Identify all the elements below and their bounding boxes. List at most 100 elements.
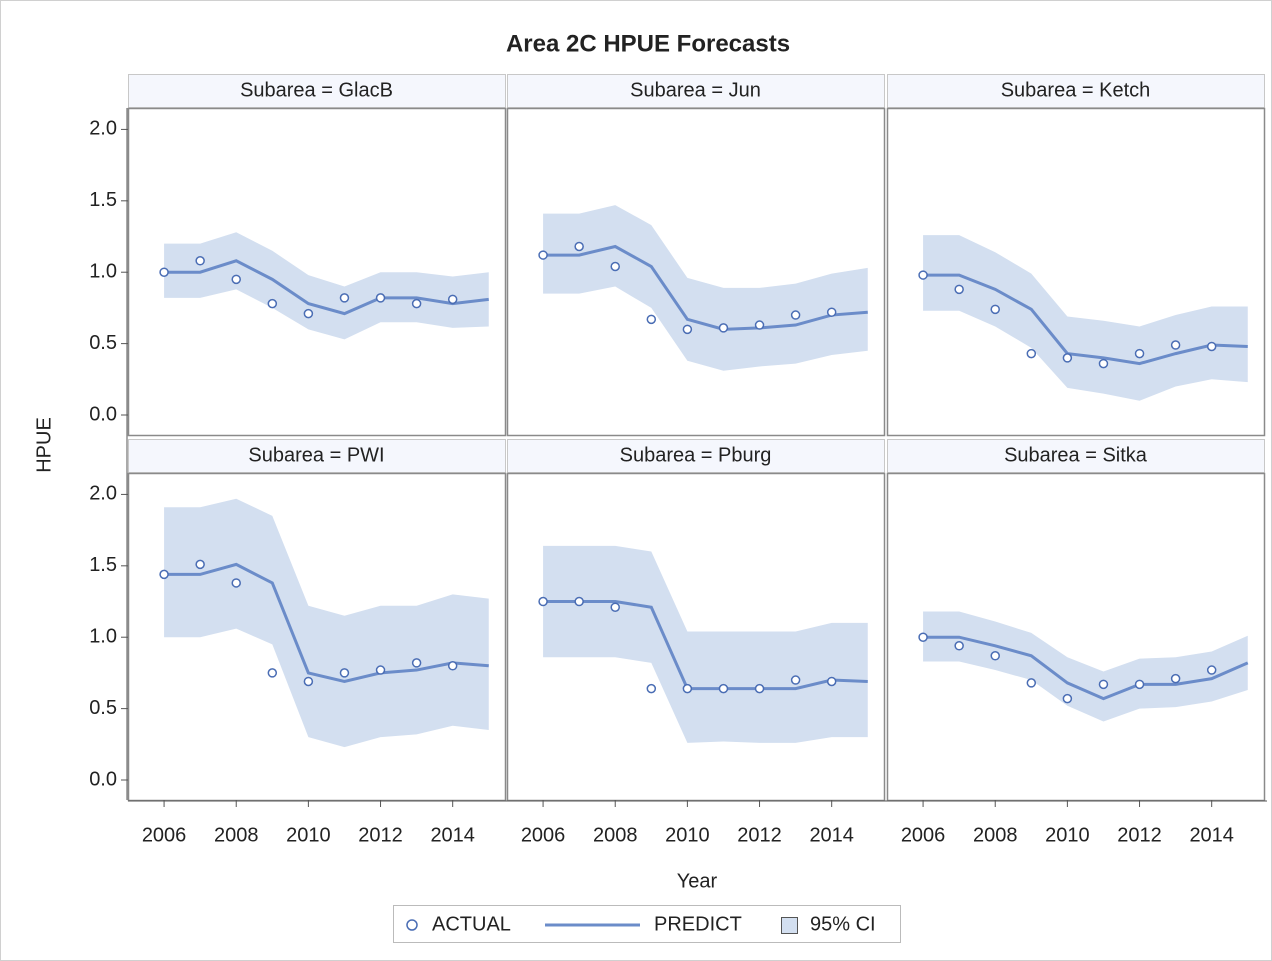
actual-marker [1098,358,1109,369]
panel-header [887,74,1265,108]
x-tick-label: 2010 [665,824,710,846]
actual-marker [1026,678,1037,688]
panel-title: Subarea = Sitka [1004,444,1148,466]
actual-marker [610,602,620,612]
actual-marker [718,323,729,333]
panel-title: Subarea = GlacB [240,79,393,101]
x-tick-label: 2010 [1045,824,1090,846]
actual-marker [1062,693,1073,704]
x-axis-label: Year [677,870,718,892]
panel-title: Subarea = Ketch [1001,79,1151,101]
actual-marker [303,676,314,687]
x-tick-label: 2008 [214,824,259,846]
actual-marker [159,569,169,580]
actual-marker [682,324,693,335]
y-tick-label: 0.0 [89,403,117,425]
actual-marker [990,304,1000,315]
y-tick-label: 0.5 [89,697,117,719]
y-tick-label: 1.5 [89,554,117,576]
panel-header [507,74,885,108]
actual-marker [538,250,548,260]
y-tick-label: 0.0 [89,768,117,790]
ci-band [164,498,489,748]
actual-marker [1170,340,1181,350]
actual-marker [195,256,205,266]
actual-marker [790,675,801,685]
panel-header [887,439,1265,473]
legend [393,905,901,943]
actual-marker [375,293,386,303]
panel-title: Subarea = Jun [630,79,761,101]
actual-marker [790,310,801,320]
panel-header [128,74,506,108]
y-tick-label: 1.0 [89,260,117,282]
actual-marker [918,270,928,280]
legend-marker [406,919,418,931]
actual-marker [411,298,422,309]
ci-band [543,205,868,371]
x-tick-label: 2010 [286,824,331,846]
x-tick-label: 2014 [1189,824,1234,846]
actual-marker [1134,679,1145,690]
panel-border [886,107,1266,437]
legend-label: 95% CI [810,913,876,935]
actual-marker [754,320,765,330]
x-tick-label: 2012 [358,824,403,846]
predict-line [543,600,868,691]
actual-marker [646,314,657,325]
actual-marker [538,596,548,607]
actual-marker [574,241,584,252]
actual-marker [159,267,169,277]
actual-marker [195,559,205,570]
actual-marker [267,668,278,678]
actual-marker [411,658,422,668]
legend-swatch [781,917,798,934]
x-tick-label: 2008 [593,824,638,846]
x-tick-label: 2012 [1117,824,1162,846]
actual-marker [646,683,657,694]
y-tick-label: 2.0 [89,483,117,505]
panel-header [507,439,885,473]
actual-marker [339,668,350,678]
actual-marker [447,294,458,305]
actual-marker [303,308,314,319]
actual-marker [375,665,386,675]
actual-marker [1170,673,1181,684]
actual-marker [1026,348,1037,359]
panel-border [127,107,507,437]
actual-marker [231,274,241,285]
predict-line [543,244,868,331]
x-tick-label: 2008 [973,824,1018,846]
ci-band [923,235,1248,401]
legend-label: PREDICT [654,913,742,935]
actual-marker [574,596,584,607]
y-tick-label: 1.5 [89,189,117,211]
x-tick-label: 2006 [521,824,566,846]
y-axis-label: HPUE [33,417,55,473]
actual-marker [1206,341,1217,352]
actual-marker [954,641,964,651]
ci-band [164,232,489,340]
actual-marker [954,284,964,295]
x-tick-label: 2014 [430,824,475,846]
panel-border [506,107,886,437]
y-tick-label: 2.0 [89,118,117,140]
x-tick-label: 2006 [901,824,946,846]
actual-marker [826,676,837,687]
actual-marker [826,307,837,317]
actual-marker [231,578,241,588]
panel-header [128,439,506,473]
actual-marker [339,293,350,303]
y-tick-label: 1.0 [89,625,117,647]
chart-title: Area 2C HPUE Forecasts [506,30,790,57]
x-tick-label: 2012 [737,824,782,846]
actual-marker [718,683,729,694]
y-tick-label: 0.5 [89,332,117,354]
actual-marker [1134,348,1145,359]
actual-marker [1098,679,1109,690]
actual-marker [610,261,620,272]
actual-marker [447,661,458,671]
actual-marker [1062,353,1073,363]
